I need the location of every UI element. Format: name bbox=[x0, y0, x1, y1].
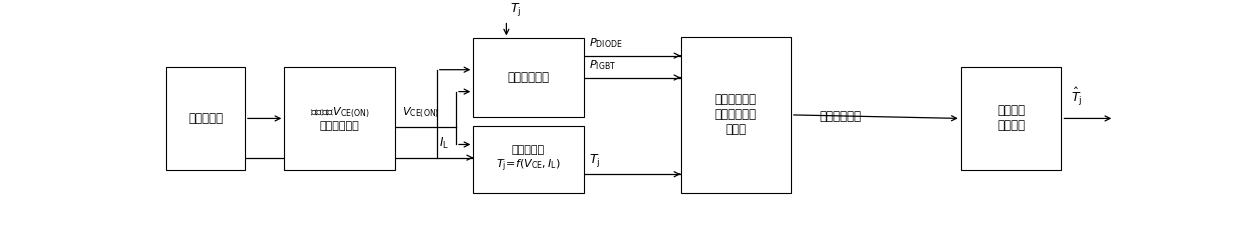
Text: $P_{\mathrm{IGBT}}$: $P_{\mathrm{IGBT}}$ bbox=[589, 58, 617, 72]
Text: 功率变换器: 功率变换器 bbox=[188, 112, 223, 125]
FancyBboxPatch shape bbox=[473, 126, 583, 193]
FancyBboxPatch shape bbox=[166, 67, 245, 170]
FancyBboxPatch shape bbox=[285, 67, 395, 170]
FancyBboxPatch shape bbox=[473, 38, 583, 117]
Text: $\hat{T}_{\mathrm{j}}$: $\hat{T}_{\mathrm{j}}$ bbox=[1071, 86, 1082, 108]
Text: 自适应卡
尔曼滤波: 自适应卡 尔曼滤波 bbox=[997, 104, 1025, 132]
FancyBboxPatch shape bbox=[961, 67, 1061, 170]
Text: 计及焊料层疲
劳累积效应的
热网络: 计及焊料层疲 劳累积效应的 热网络 bbox=[714, 93, 756, 136]
Text: 功率损耗计算: 功率损耗计算 bbox=[508, 71, 550, 84]
Text: $P_{\mathrm{DIODE}}$: $P_{\mathrm{DIODE}}$ bbox=[589, 36, 623, 50]
Text: $I_{\mathrm{L}}$: $I_{\mathrm{L}}$ bbox=[438, 135, 448, 151]
Text: $T_{\mathrm{j}}$: $T_{\mathrm{j}}$ bbox=[589, 152, 600, 169]
Text: 结温查找表
$T_{\mathrm{j}}\!=\!f(V_{\mathrm{CE}},I_{\mathrm{L}})$: 结温查找表 $T_{\mathrm{j}}\!=\!f(V_{\mathrm{C… bbox=[496, 145, 561, 174]
FancyBboxPatch shape bbox=[681, 37, 791, 193]
Text: $\hat{T}_{\mathrm{j}}$: $\hat{T}_{\mathrm{j}}$ bbox=[510, 0, 521, 19]
Text: 通态压降$V_{\mathrm{CE(ON)}}$
在线测量电路: 通态压降$V_{\mathrm{CE(ON)}}$ 在线测量电路 bbox=[310, 105, 369, 131]
Text: 状态空间模型: 状态空间模型 bbox=[820, 110, 862, 123]
Text: $V_{\mathrm{CE(ON)}}$: $V_{\mathrm{CE(ON)}}$ bbox=[402, 105, 439, 120]
